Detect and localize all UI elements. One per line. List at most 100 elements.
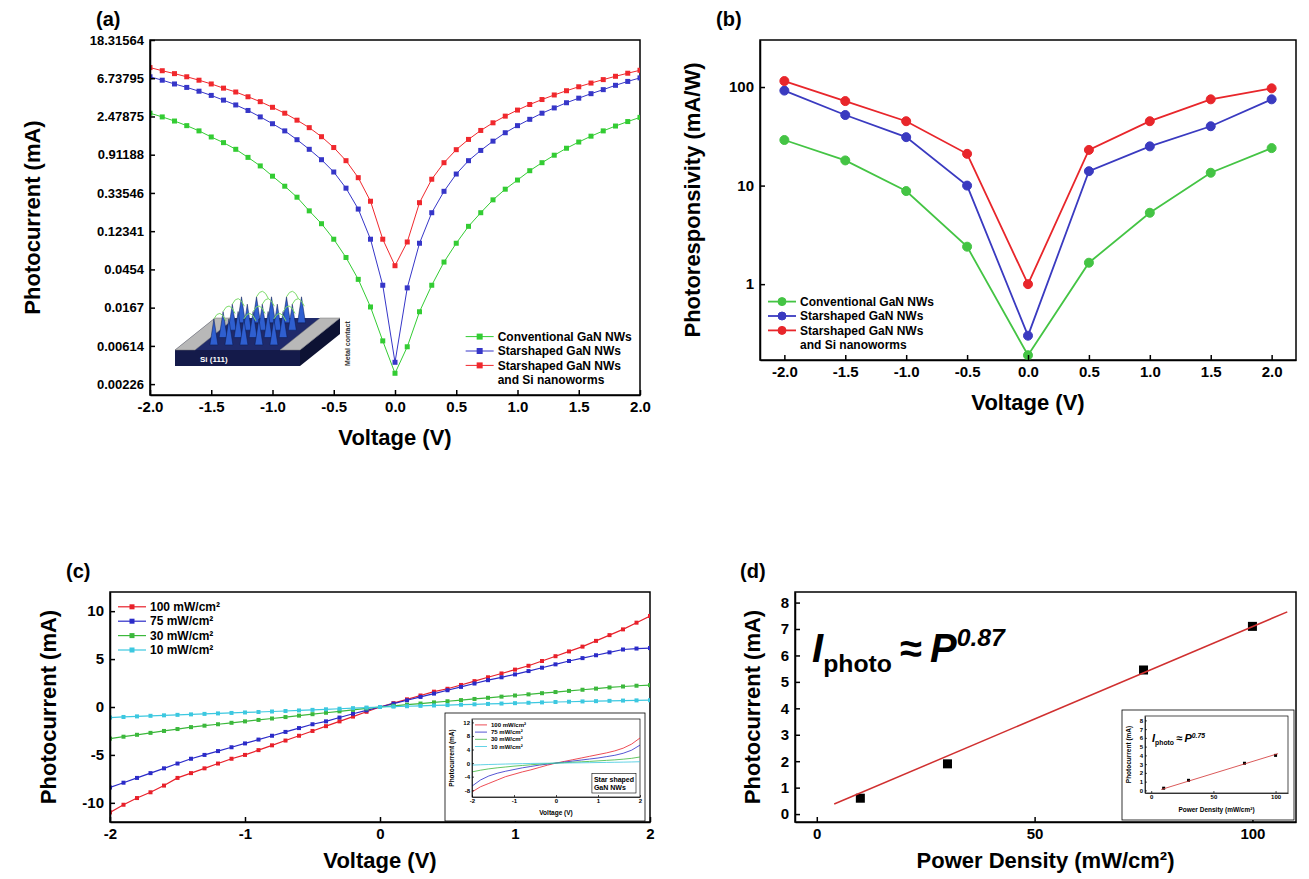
tick: 0.33546 [97, 186, 155, 201]
data-point [491, 197, 496, 202]
data-point [601, 128, 606, 133]
tick-label: 8 [1140, 718, 1144, 724]
data-point [513, 694, 517, 698]
data-point [552, 92, 557, 97]
legend-entry: 10 mW/cm² [475, 744, 523, 750]
data-point [780, 77, 789, 86]
data-point [209, 93, 214, 98]
tick-label: 100 [1271, 794, 1282, 800]
series-line [150, 77, 640, 363]
data-point [527, 701, 531, 705]
tick: 0.0 [385, 390, 406, 415]
nanowire [270, 319, 278, 345]
tick-label: 4 [1140, 753, 1144, 759]
data-point [625, 119, 630, 124]
tick-mark [817, 817, 819, 822]
tick-mark [150, 116, 155, 118]
data-point [392, 704, 396, 708]
tick-mark [1271, 355, 1273, 360]
data-point [503, 187, 508, 192]
data-point [419, 695, 423, 699]
tick-mark [795, 655, 800, 657]
substrate-front [175, 350, 300, 366]
tick-mark [760, 87, 765, 89]
data-point [230, 721, 234, 725]
data-point [257, 748, 261, 752]
tick-mark [1089, 355, 1091, 360]
legend-entry: Starshaped GaN NWs [768, 309, 924, 323]
tick-label: -4 [465, 774, 471, 780]
legend-line [475, 732, 487, 733]
data-point [1145, 208, 1154, 217]
data-point [344, 186, 349, 191]
data-point [405, 704, 409, 708]
x-axis: -2.0-1.5-1.0-0.50.00.51.01.52.0 [138, 390, 651, 415]
tick-label: 1 [781, 779, 789, 796]
axis-line [472, 720, 473, 798]
data-point [221, 140, 226, 145]
data-point [233, 147, 238, 152]
panel: 050100012345678Power Density (mW/cm²)Pho… [740, 560, 1297, 873]
legend-marker [130, 619, 135, 624]
series [780, 86, 1276, 340]
data-point [284, 715, 288, 719]
tick-mark [456, 390, 458, 395]
tick-label: -5 [91, 746, 104, 763]
data-point [459, 698, 463, 702]
tick: 5 [1140, 744, 1147, 750]
nanoworm [262, 299, 274, 307]
tick: 0 [813, 817, 821, 842]
series [150, 111, 640, 376]
data-point [841, 156, 850, 165]
data-point [162, 729, 166, 733]
legend: Conventional GaN NWsStarshaped GaN NWsSt… [466, 330, 632, 387]
data-point [567, 659, 571, 663]
legend-marker [477, 334, 483, 340]
plot-frame [110, 592, 650, 822]
legend-entry: 75 mW/cm² [475, 729, 523, 735]
legend-line [475, 746, 487, 747]
series [1161, 754, 1278, 790]
tick: -10 [82, 794, 115, 811]
tick: 50 [1211, 791, 1218, 800]
legend-label-line: 10 mW/cm² [150, 643, 213, 657]
tick-mark [334, 390, 336, 395]
legend-label: Starshaped GaN NWsand Si nanoworms [800, 324, 924, 352]
data-point [552, 153, 557, 158]
inset-label-line: GaN NWs [594, 784, 626, 791]
nanoworm [214, 313, 226, 321]
data-point [621, 699, 625, 703]
data-point [625, 71, 630, 76]
data-point [540, 700, 544, 704]
data-point [393, 263, 398, 268]
legend-label-line: and Si nanoworms [498, 373, 605, 387]
series-line [784, 140, 1271, 355]
x-axis-title: Voltage (V) [323, 848, 436, 873]
series-line [472, 762, 640, 765]
panel: 050100012345678Power Density (mW/cm²)Pho… [1122, 710, 1294, 820]
data-point [1206, 122, 1215, 131]
data-point [608, 685, 612, 689]
data-point [270, 710, 274, 714]
data-point [258, 114, 263, 119]
x-axis: 050100 [796, 817, 1297, 842]
data-point [160, 114, 165, 119]
legend-label-line: and Si nanoworms [800, 338, 907, 352]
data-point [581, 699, 585, 703]
data-point [432, 703, 436, 707]
data-point [594, 687, 598, 691]
data-point [576, 140, 581, 145]
tick-label: 100 [729, 78, 754, 95]
tick-mark [150, 154, 155, 156]
tick-label: 8 [467, 733, 471, 739]
data-point [473, 682, 477, 686]
tick-label: 0.5 [1079, 363, 1100, 380]
data-point [257, 718, 261, 722]
series-line [1161, 754, 1278, 790]
series-line [150, 68, 640, 266]
data-point [149, 714, 153, 718]
data-point [486, 678, 490, 682]
data-point [270, 105, 275, 110]
tick-mark [150, 307, 155, 309]
data-point [432, 692, 436, 696]
